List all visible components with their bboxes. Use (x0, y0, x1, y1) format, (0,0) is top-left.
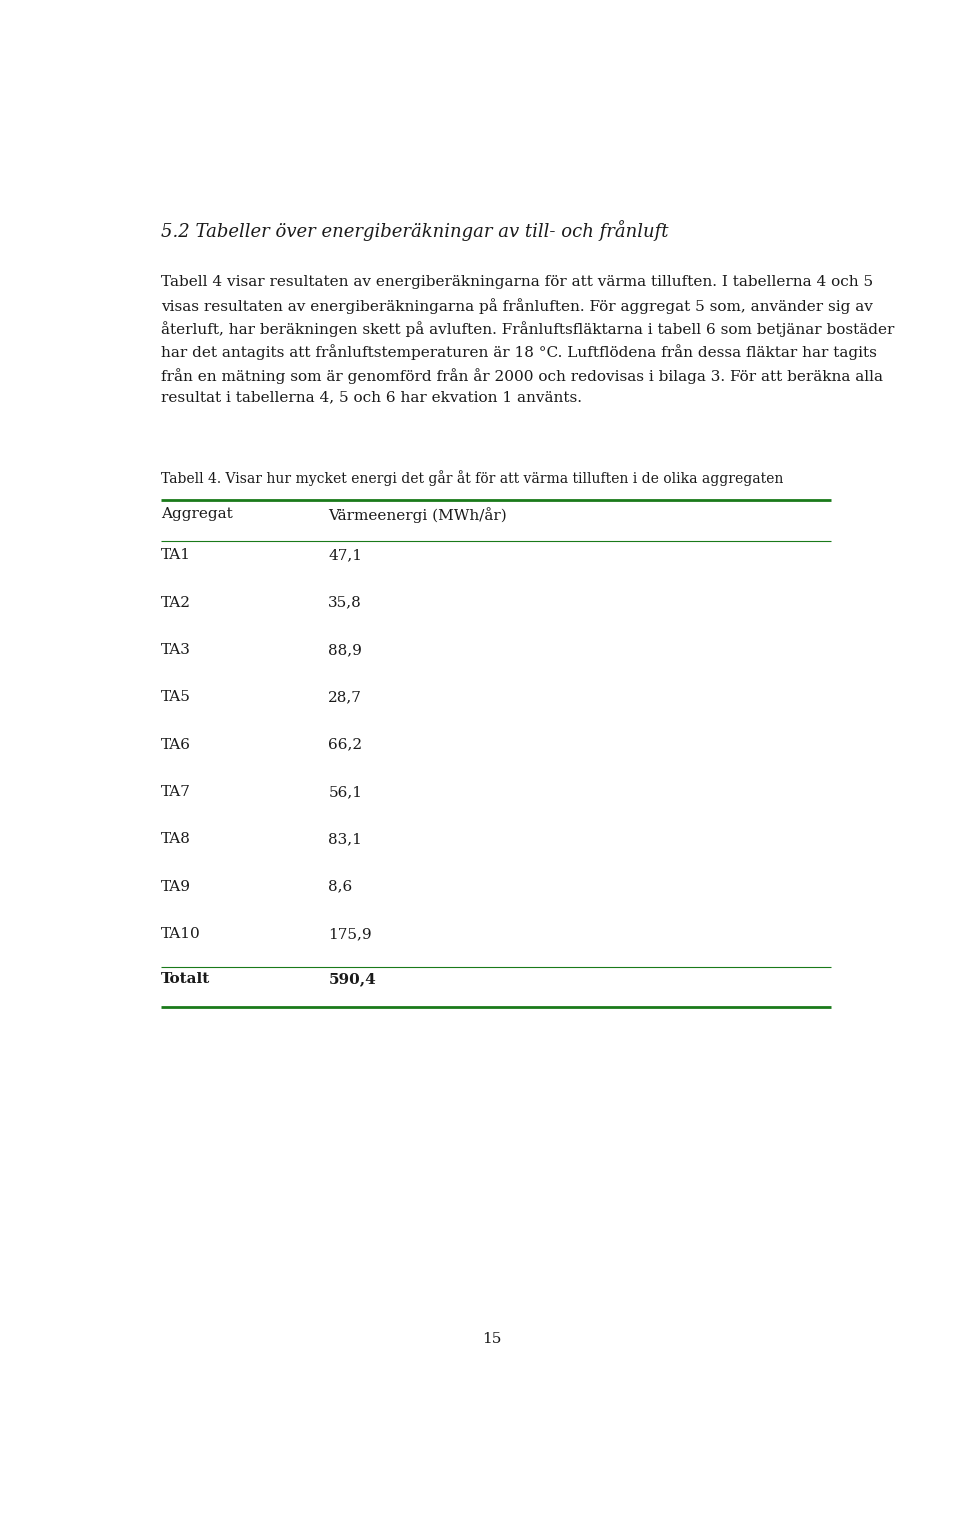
Text: resultat i tabellerna 4, 5 och 6 har ekvation 1 använts.: resultat i tabellerna 4, 5 och 6 har ekv… (161, 390, 582, 404)
Text: 83,1: 83,1 (328, 833, 362, 846)
Text: 35,8: 35,8 (328, 596, 362, 610)
Text: 28,7: 28,7 (328, 690, 362, 705)
Text: har det antagits att frånluftstemperaturen är 18 °C. Luftflödena från dessa fläk: har det antagits att frånluftstemperatur… (161, 344, 876, 361)
Text: TA1: TA1 (161, 548, 191, 562)
Text: Aggregat: Aggregat (161, 507, 232, 521)
Text: 5.2 Tabeller över energiberäkningar av till- och frånluft: 5.2 Tabeller över energiberäkningar av t… (161, 220, 668, 241)
Text: visas resultaten av energiberäkningarna på frånluften. För aggregat 5 som, använ: visas resultaten av energiberäkningarna … (161, 298, 873, 315)
Text: 8,6: 8,6 (328, 880, 352, 894)
Text: 47,1: 47,1 (328, 548, 362, 562)
Text: från en mätning som är genomförd från år 2000 och redovisas i bilaga 3. För att : från en mätning som är genomförd från år… (161, 367, 883, 384)
Text: TA9: TA9 (161, 880, 191, 894)
Text: TA5: TA5 (161, 690, 191, 705)
Text: Värmeenergi (MWh/år): Värmeenergi (MWh/år) (328, 507, 507, 524)
Text: TA10: TA10 (161, 926, 201, 942)
Text: TA2: TA2 (161, 596, 191, 610)
Text: 175,9: 175,9 (328, 926, 372, 942)
Text: 590,4: 590,4 (328, 972, 376, 986)
Text: återluft, har beräkningen skett på avluften. Frånluftsfläktarna i tabell 6 som b: återluft, har beräkningen skett på avluf… (161, 321, 895, 338)
Text: TA3: TA3 (161, 644, 191, 657)
Text: TA6: TA6 (161, 737, 191, 751)
Text: 88,9: 88,9 (328, 644, 362, 657)
Text: Totalt: Totalt (161, 972, 210, 986)
Text: 56,1: 56,1 (328, 785, 362, 799)
Text: TA8: TA8 (161, 833, 191, 846)
Text: 15: 15 (482, 1332, 502, 1346)
Text: 66,2: 66,2 (328, 737, 363, 751)
Text: TA7: TA7 (161, 785, 191, 799)
Text: Tabell 4. Visar hur mycket energi det går åt för att värma tilluften i de olika : Tabell 4. Visar hur mycket energi det gå… (161, 470, 783, 487)
Text: Tabell 4 visar resultaten av energiberäkningarna för att värma tilluften. I tabe: Tabell 4 visar resultaten av energiberäk… (161, 275, 873, 289)
